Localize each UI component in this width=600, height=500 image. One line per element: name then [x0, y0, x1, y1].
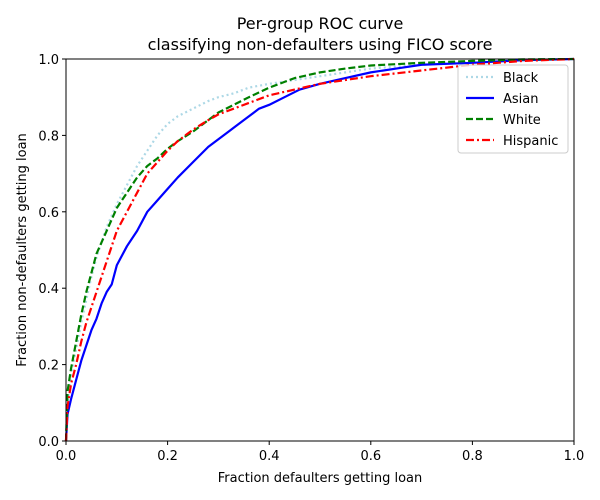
legend-label-black: Black: [503, 71, 539, 86]
legend: Black Asian White Hispanic: [457, 64, 569, 154]
x-axis: 0.0 0.2 0.4 0.6 0.8 1.0: [56, 441, 585, 464]
y-tick-label: 0.0: [38, 435, 59, 450]
y-tick-label: 0.8: [38, 129, 59, 144]
y-tick-label: 0.4: [38, 282, 59, 297]
y-axis: 0.0 0.2 0.4 0.6 0.8 1.0: [38, 53, 66, 450]
chart-title: Per-group ROC curve: [237, 14, 404, 33]
y-tick-label: 0.6: [38, 206, 59, 221]
y-tick-label: 0.2: [38, 359, 59, 374]
legend-label-hispanic: Hispanic: [503, 134, 558, 149]
y-axis-label: Fraction non-defaulters getting loan: [15, 133, 30, 367]
series-line-asian: [64, 57, 575, 442]
x-tick-label: 0.6: [360, 449, 381, 464]
plot-frame: [65, 58, 575, 442]
x-tick-label: 0.2: [157, 449, 178, 464]
series-line-hispanic: [64, 57, 575, 442]
chart-subtitle: classifying non-defaulters using FICO sc…: [148, 35, 493, 54]
series-line-black: [64, 57, 575, 442]
y-tick-label: 1.0: [38, 53, 59, 68]
x-tick-label: 0.0: [56, 449, 77, 464]
series-layer: [64, 57, 575, 442]
x-tick-label: 1.0: [564, 449, 585, 464]
x-tick-label: 0.8: [462, 449, 483, 464]
legend-label-white: White: [503, 113, 541, 128]
legend-label-asian: Asian: [503, 92, 538, 107]
x-axis-label: Fraction defaulters getting loan: [218, 471, 422, 486]
x-tick-label: 0.4: [259, 449, 280, 464]
legend-box: [457, 64, 569, 154]
